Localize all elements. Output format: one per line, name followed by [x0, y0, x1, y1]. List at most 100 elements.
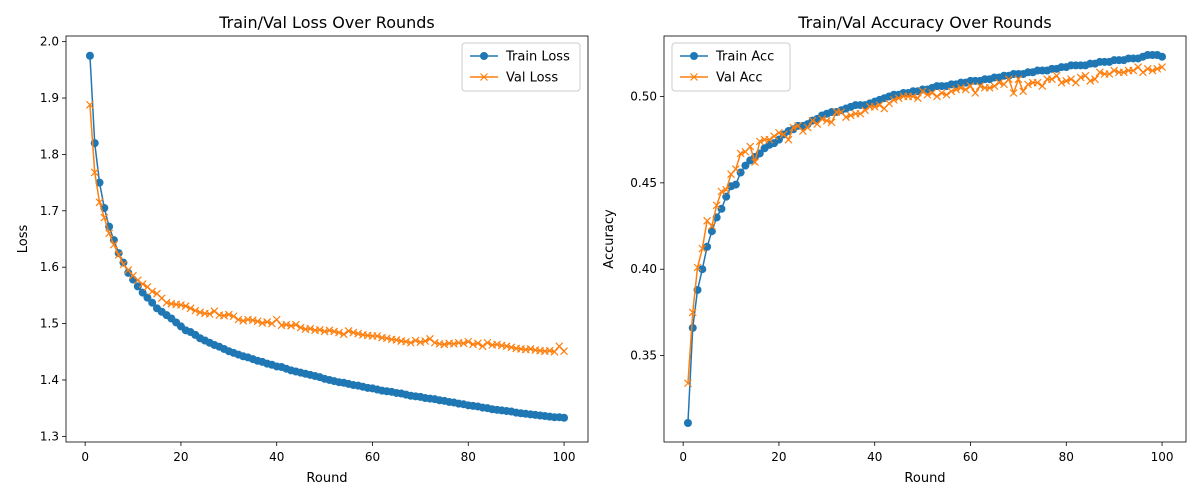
data-point	[248, 316, 257, 325]
data-point	[1086, 76, 1095, 85]
data-point	[1119, 68, 1128, 77]
data-point	[1033, 78, 1042, 87]
x-tick-label: 40	[867, 450, 882, 464]
data-point	[683, 418, 692, 427]
data-point	[105, 229, 114, 238]
legend-label: Val Loss	[506, 71, 558, 86]
data-point	[707, 222, 716, 230]
data-point	[976, 82, 984, 91]
data-point	[698, 265, 707, 274]
data-point	[229, 312, 238, 321]
data-point	[971, 89, 980, 97]
data-point	[966, 82, 975, 91]
data-point	[947, 87, 956, 96]
data-point	[798, 127, 807, 135]
data-point	[1057, 78, 1066, 87]
data-point	[1047, 75, 1056, 84]
y-tick-label: 1.4	[40, 373, 59, 387]
data-point	[191, 306, 200, 315]
data-point	[181, 302, 190, 311]
legend-label: Train Loss	[505, 50, 570, 65]
data-point	[392, 336, 401, 344]
data-point	[933, 92, 941, 101]
legend-label: Val Acc	[716, 71, 763, 86]
data-point	[913, 94, 922, 103]
x-tick-label: 60	[365, 450, 380, 464]
data-point	[918, 87, 927, 96]
legend-box	[671, 42, 791, 92]
data-point	[205, 310, 214, 318]
data-point	[842, 113, 850, 122]
data-point	[306, 324, 315, 333]
data-point	[339, 330, 348, 339]
data-point	[1148, 66, 1157, 75]
data-point	[1076, 73, 1085, 82]
legend-label: Train Acc	[715, 50, 774, 65]
data-point	[707, 227, 716, 236]
data-point	[440, 340, 449, 349]
data-point	[320, 327, 329, 336]
chart-title: Train/Val Loss Over Rounds	[218, 13, 435, 32]
data-point	[473, 339, 482, 348]
data-point	[148, 298, 157, 307]
data-point	[990, 82, 999, 91]
accuracy-chart: Train/Val Accuracy Over Rounds 0 20 40 60 80 1…	[602, 13, 1187, 486]
series-val-loss	[86, 100, 568, 356]
data-point	[698, 244, 707, 253]
data-point	[253, 317, 262, 326]
data-point	[688, 323, 697, 332]
data-point	[335, 328, 343, 337]
data-point	[870, 102, 879, 111]
data-point	[995, 78, 1004, 87]
data-point	[402, 337, 410, 346]
data-point	[382, 334, 391, 343]
data-point	[100, 213, 109, 222]
data-point	[550, 347, 559, 356]
y-tick-label: 0.45	[630, 176, 657, 190]
data-point	[430, 338, 439, 347]
data-point	[133, 282, 142, 291]
data-point	[861, 106, 870, 115]
data-point	[449, 339, 458, 348]
legend-marker	[480, 52, 488, 60]
legend: Train Acc Val Acc	[671, 42, 791, 92]
data-point	[928, 89, 937, 97]
y-axis-label: Accuracy	[602, 209, 617, 269]
data-point	[956, 83, 965, 92]
data-point	[272, 315, 281, 324]
x-tick-label: 80	[1059, 450, 1074, 464]
data-point	[1143, 64, 1152, 73]
data-point	[1067, 75, 1075, 84]
data-point	[803, 123, 812, 132]
data-point	[296, 323, 305, 332]
loss-chart: Train/Val Loss Over Rounds 0 20 40 60 80 100 1.…	[16, 13, 589, 486]
legend-marker	[480, 73, 488, 81]
data-point	[846, 111, 855, 120]
y-tick-label: 1.3	[40, 429, 59, 443]
data-point	[354, 329, 363, 338]
data-point	[937, 89, 946, 97]
data-point	[952, 85, 961, 94]
data-point	[765, 135, 774, 144]
y-tick-label: 1.9	[40, 91, 59, 105]
y-tick-label: 1.8	[40, 147, 59, 161]
legend-marker	[690, 73, 698, 81]
x-axis-label: Round	[306, 471, 347, 486]
data-point	[784, 135, 793, 144]
data-point	[464, 337, 473, 346]
data-point	[1052, 71, 1061, 80]
data-point	[224, 310, 233, 319]
data-point	[1153, 64, 1162, 73]
data-point	[411, 336, 420, 345]
data-point	[95, 198, 104, 207]
data-point	[1095, 68, 1104, 77]
data-point	[693, 263, 702, 272]
data-point	[545, 346, 554, 355]
x-tick-label: 60	[963, 450, 978, 464]
data-point	[822, 116, 831, 125]
data-point	[86, 100, 94, 109]
data-point	[736, 149, 745, 158]
data-point	[703, 242, 712, 251]
data-point	[349, 328, 358, 337]
